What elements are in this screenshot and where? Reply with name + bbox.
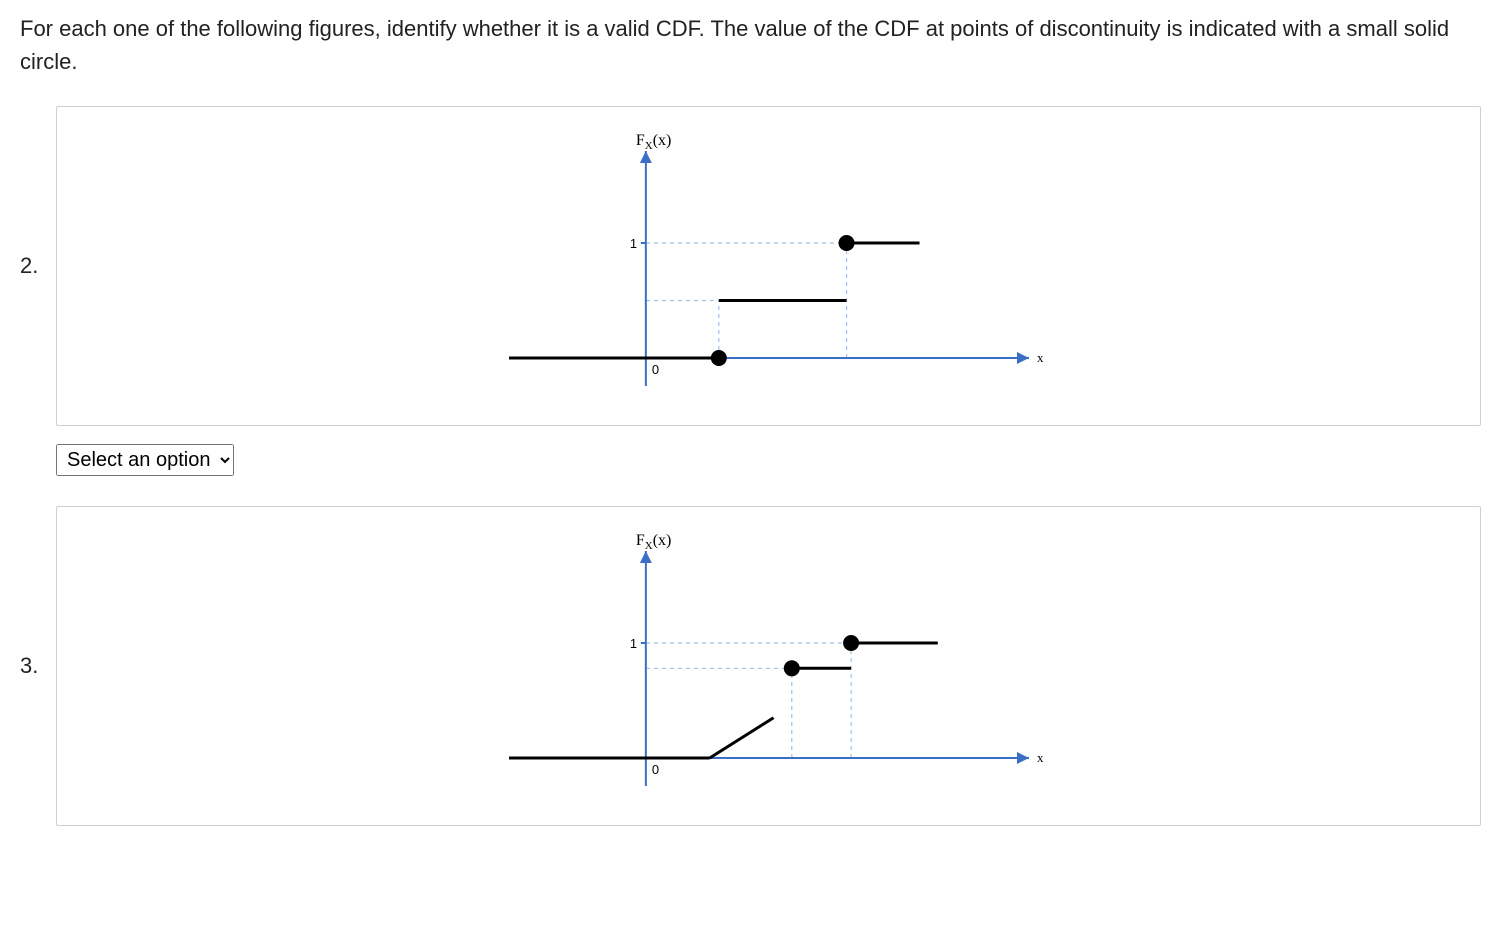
question-2-number: 2. xyxy=(20,253,56,279)
question-2-row: 2. FX(x) x 0 1 xyxy=(20,106,1481,426)
cdf-chart-2: FX(x) x 0 1 xyxy=(469,121,1069,411)
answer-select-q2[interactable]: Select an option xyxy=(56,444,234,476)
question-3-number: 3. xyxy=(20,653,56,679)
question-3-figure: FX(x) x 0 1 xyxy=(56,506,1481,826)
question-2-figure: FX(x) x 0 1 xyxy=(56,106,1481,426)
svg-text:FX(x): FX(x) xyxy=(635,132,671,152)
svg-text:x: x xyxy=(1037,750,1044,765)
svg-text:1: 1 xyxy=(629,236,636,251)
cdf-chart-3: FX(x) x 0 1 xyxy=(469,521,1069,811)
svg-text:FX(x): FX(x) xyxy=(635,532,671,552)
question-2-answer: Select an option xyxy=(56,444,1481,476)
svg-text:0: 0 xyxy=(651,362,658,377)
svg-text:0: 0 xyxy=(651,762,658,777)
question-3-row: 3. FX(x) x 0 1 xyxy=(20,506,1481,826)
svg-text:1: 1 xyxy=(629,636,636,651)
svg-text:x: x xyxy=(1037,350,1044,365)
question-prompt: For each one of the following figures, i… xyxy=(20,12,1481,78)
